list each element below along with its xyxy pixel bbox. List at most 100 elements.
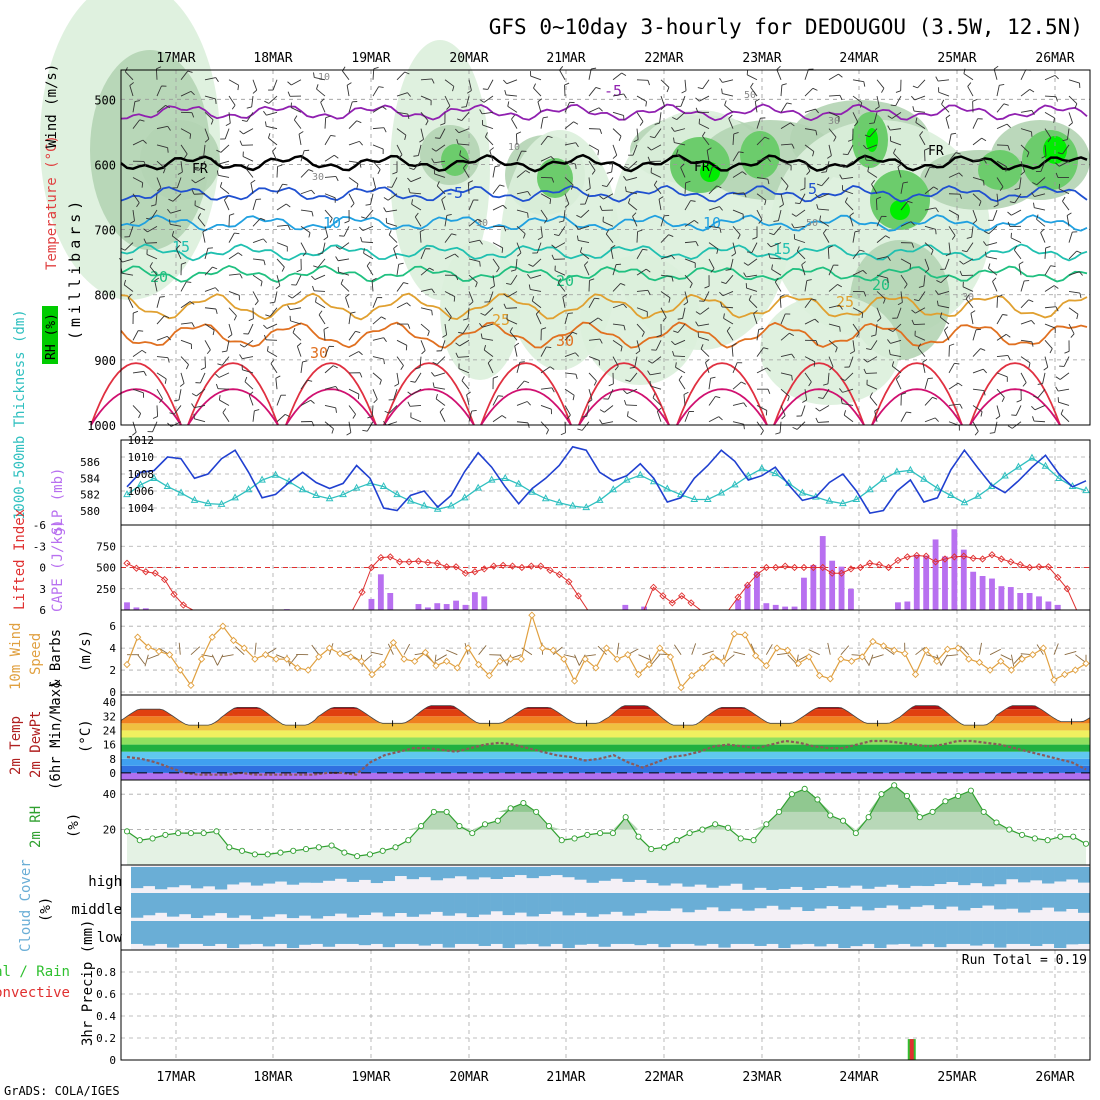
rh2-point bbox=[418, 822, 425, 830]
cloud-cell bbox=[370, 867, 384, 884]
cloud-cell bbox=[934, 893, 947, 910]
wind-barb bbox=[1037, 383, 1043, 385]
wind-barb bbox=[488, 291, 494, 303]
wind-barb bbox=[876, 95, 880, 107]
wind-barb bbox=[996, 333, 1007, 341]
wind-barb bbox=[156, 125, 168, 130]
cloud-cell bbox=[526, 867, 539, 879]
rh2-point bbox=[929, 808, 936, 815]
wind-barb bbox=[1026, 152, 1030, 158]
wind-barb bbox=[516, 225, 526, 235]
wind-barb bbox=[1062, 144, 1070, 155]
wind-barb bbox=[1059, 372, 1070, 380]
cloud-cell bbox=[826, 893, 839, 907]
wind-barb bbox=[455, 275, 459, 281]
rh2-point bbox=[123, 828, 131, 835]
wind-barb bbox=[704, 285, 710, 289]
wind-barb bbox=[603, 193, 614, 200]
wind-barb bbox=[413, 160, 422, 170]
thickness-point bbox=[447, 501, 456, 509]
wind10-tick-label: 4 bbox=[109, 642, 116, 655]
wind-barb bbox=[581, 421, 590, 431]
cape-bar bbox=[415, 604, 422, 610]
wind-barb bbox=[396, 128, 407, 136]
chart-title: GFS 0~10day 3-hourly for DEDOUGOU (3.5W,… bbox=[489, 15, 1083, 39]
wind-barb bbox=[444, 253, 456, 260]
wind-barb bbox=[923, 275, 926, 287]
wind-barb bbox=[177, 171, 183, 175]
wind10-point bbox=[805, 653, 813, 661]
wind-barb bbox=[540, 405, 552, 410]
wind-barb bbox=[632, 144, 638, 156]
wind-barb bbox=[1068, 307, 1079, 315]
wind-barb bbox=[440, 122, 446, 126]
wind-barb bbox=[628, 202, 638, 211]
rh2-point bbox=[724, 824, 732, 831]
wind-barb bbox=[435, 393, 438, 400]
cloud-cell bbox=[466, 867, 479, 880]
lifted-index-point bbox=[743, 581, 752, 589]
wind-barb bbox=[972, 348, 981, 357]
wind10-point bbox=[741, 631, 749, 639]
wind-barb bbox=[1032, 416, 1035, 422]
wind-barb bbox=[732, 151, 740, 162]
thickness-point bbox=[798, 488, 807, 496]
wind-barb bbox=[166, 336, 171, 341]
cloud-cell bbox=[946, 893, 959, 907]
wind-barb bbox=[791, 143, 795, 149]
wind10-units: (m/s) bbox=[78, 630, 94, 672]
lifted-tick-label: 6 bbox=[39, 604, 46, 617]
wind-barb bbox=[515, 133, 518, 145]
cloud-cell bbox=[226, 893, 240, 918]
wind-barb bbox=[589, 278, 595, 281]
wind-barb bbox=[564, 121, 574, 129]
wind-barb bbox=[372, 388, 378, 400]
cloud-cell bbox=[694, 893, 707, 910]
wind-barb bbox=[564, 372, 576, 375]
wind-barb bbox=[436, 185, 446, 195]
cloud-units: (%) bbox=[38, 897, 54, 922]
wind-barb bbox=[222, 412, 230, 422]
wind-barb bbox=[535, 310, 541, 315]
wind-barb bbox=[647, 80, 650, 86]
wind-barb bbox=[588, 160, 596, 171]
thickness-point bbox=[906, 465, 915, 473]
wind-barb bbox=[215, 98, 217, 105]
wind-barb bbox=[453, 296, 456, 302]
cloud-cell bbox=[562, 893, 575, 916]
cape-tick-label: 500 bbox=[96, 562, 116, 575]
cloud-cell bbox=[706, 921, 719, 944]
lifted-index-point bbox=[903, 553, 911, 561]
bottom-date-label: 22MAR bbox=[644, 1070, 683, 1085]
wind-barb bbox=[694, 220, 699, 224]
wind-barb bbox=[719, 78, 723, 83]
wind-barb bbox=[967, 86, 974, 97]
wind-barb bbox=[874, 410, 878, 422]
wind-barb bbox=[683, 394, 686, 406]
wind10-point bbox=[389, 638, 398, 647]
wind-barb bbox=[828, 128, 837, 138]
wind-barb bbox=[1040, 228, 1045, 233]
wind-barb bbox=[866, 348, 872, 350]
wind-barb bbox=[983, 368, 987, 374]
wind-barb bbox=[1063, 356, 1070, 367]
wind-barb bbox=[660, 274, 672, 278]
wind-barb bbox=[461, 106, 467, 108]
wind-barb bbox=[272, 79, 278, 91]
lifted-index-point bbox=[781, 562, 789, 570]
wind-barb bbox=[387, 193, 398, 201]
wind-barb bbox=[996, 314, 1003, 325]
cloud-cell bbox=[334, 893, 348, 914]
wind-barb bbox=[452, 86, 455, 92]
surface-isotherm bbox=[480, 388, 572, 426]
wind10-point bbox=[283, 655, 291, 663]
wind-barb bbox=[348, 101, 353, 113]
wind-barb bbox=[588, 389, 593, 400]
wind10-point bbox=[1007, 666, 1016, 674]
wind-barb bbox=[510, 274, 518, 285]
cloud-cell bbox=[250, 893, 264, 920]
wind-barb bbox=[1031, 110, 1035, 115]
lifted-index-point bbox=[847, 565, 855, 573]
wind10-point bbox=[272, 655, 280, 663]
